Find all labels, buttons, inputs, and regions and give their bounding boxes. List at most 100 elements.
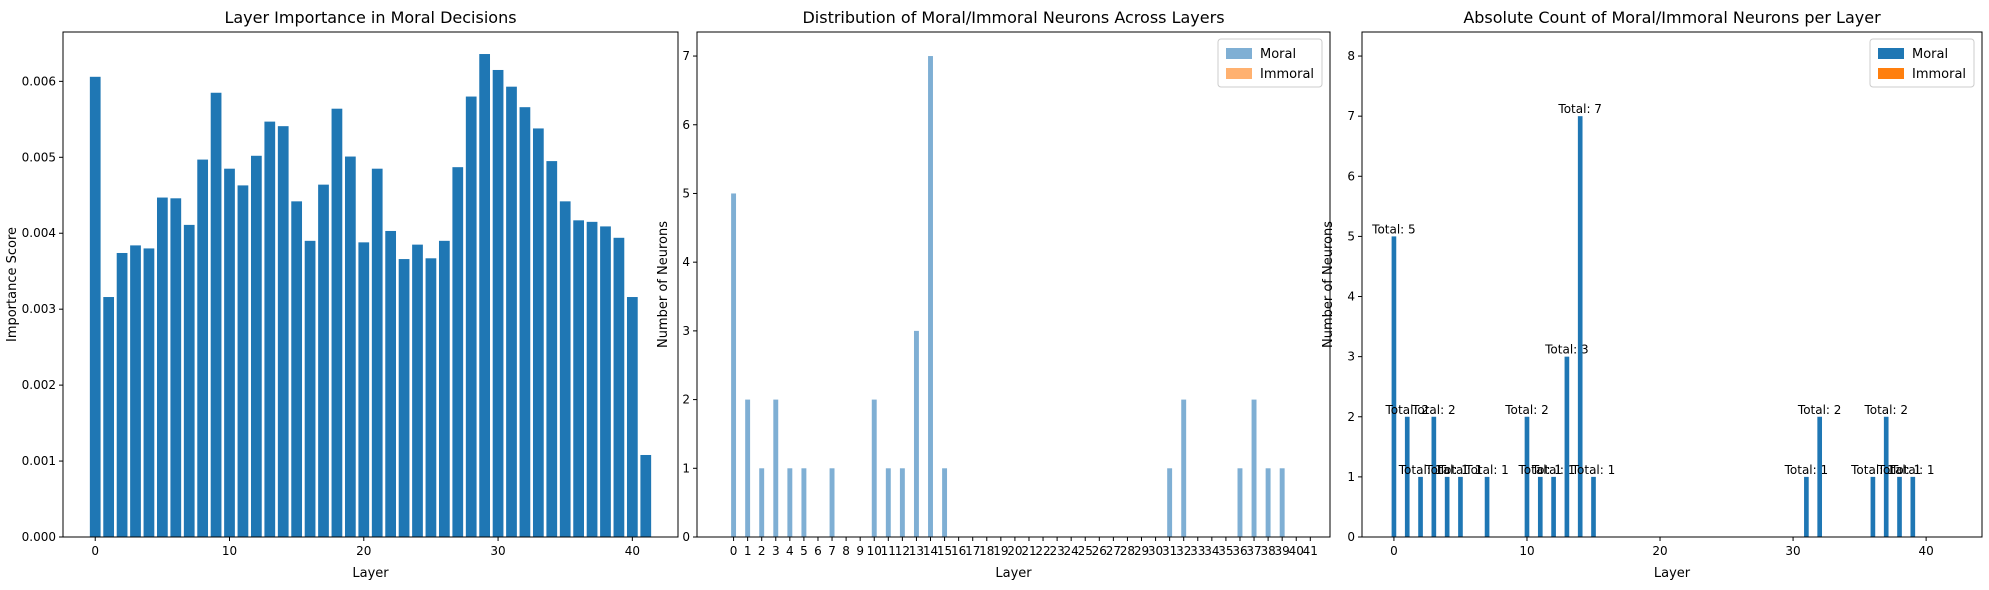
bar-moral <box>801 468 807 537</box>
bar-moral <box>1237 468 1243 537</box>
x-tick-label: 38 <box>1260 544 1275 558</box>
y-tick-label: 0.005 <box>22 150 56 164</box>
bar-moral <box>1817 416 1823 537</box>
bar <box>344 156 356 537</box>
x-tick-label: 27 <box>1106 544 1121 558</box>
y-tick-label: 0.006 <box>22 74 56 88</box>
bar-moral <box>1804 476 1809 537</box>
bar <box>250 155 262 537</box>
plot-frame <box>696 31 1331 538</box>
total-annotation: Total: 7 <box>1557 102 1602 116</box>
bar-moral <box>829 468 835 537</box>
total-annotation: Total: 1 <box>1438 463 1483 477</box>
total-annotation: Total: 1 <box>1571 463 1616 477</box>
bar <box>371 168 383 538</box>
bar <box>130 245 141 537</box>
bar <box>385 230 397 537</box>
x-tick-label: 15 <box>937 544 952 558</box>
total-annotation: Total: 2 <box>1384 403 1429 417</box>
bar <box>224 168 235 538</box>
bar-moral <box>899 468 905 537</box>
total-annotation: Total: 2 <box>1863 403 1908 417</box>
total-annotation: Total: 1 <box>1464 463 1509 477</box>
bar-moral <box>1444 476 1450 537</box>
x-axis-label: Layer <box>1654 566 1691 581</box>
total-annotation: Total: 1 <box>1424 463 1469 477</box>
x-tick-label: 34 <box>1204 544 1219 558</box>
y-tick-label: 0.000 <box>22 530 56 544</box>
total-annotation: Total: 1 <box>1531 463 1576 477</box>
bar <box>573 220 585 538</box>
x-tick-label: 40 <box>1918 544 1933 558</box>
bar <box>183 224 195 538</box>
bar-moral <box>1551 476 1556 537</box>
x-tick-label: 10 <box>222 544 237 558</box>
x-tick-label: 17 <box>965 544 980 558</box>
bar <box>89 76 101 538</box>
bar <box>358 242 370 537</box>
bar-moral <box>1524 416 1530 537</box>
chart-title: Layer Importance in Moral Decisions <box>224 8 516 27</box>
y-tick-label: 4 <box>682 255 690 269</box>
total-annotation: Total: 1 <box>1784 463 1829 477</box>
x-tick-label: 9 <box>856 544 864 558</box>
x-tick-label: 10 <box>867 544 882 558</box>
x-tick-label: 30 <box>1148 544 1163 558</box>
bar <box>425 258 437 537</box>
bar <box>600 226 611 538</box>
bar <box>143 248 155 537</box>
legend-label-immoral: Immoral <box>1912 67 1966 82</box>
bar <box>210 92 222 537</box>
bar-moral <box>1279 468 1285 537</box>
distribution-chart: Distribution of Moral/Immoral Neurons Ac… <box>656 8 1331 581</box>
bar-moral <box>1167 468 1173 537</box>
y-tick-label: 6 <box>1347 169 1355 183</box>
bar <box>331 108 343 537</box>
x-tick-label: 29 <box>1134 544 1149 558</box>
x-tick-label: 33 <box>1190 544 1205 558</box>
x-tick-label: 28 <box>1120 544 1135 558</box>
x-tick-label: 24 <box>1064 544 1079 558</box>
total-annotation: Total: 1 <box>1850 463 1895 477</box>
legend-label-moral: Moral <box>1912 47 1948 62</box>
bar-moral <box>942 468 948 537</box>
chart-title: Absolute Count of Moral/Immoral Neurons … <box>1463 8 1881 27</box>
x-tick-label: 35 <box>1218 544 1233 558</box>
total-annotation: Total: 1 <box>1518 463 1563 477</box>
x-tick-label: 16 <box>951 544 966 558</box>
bar <box>103 297 115 537</box>
x-tick-label: 19 <box>993 544 1008 558</box>
x-tick-label: 23 <box>1049 544 1064 558</box>
bar <box>156 197 168 537</box>
bar <box>546 161 558 537</box>
x-tick-label: 31 <box>1162 544 1177 558</box>
bar <box>492 69 504 538</box>
total-annotation: Total: 2 <box>1797 403 1842 417</box>
bar-moral <box>731 193 737 537</box>
total-annotation: Total: 2 <box>1504 403 1549 417</box>
y-tick-label: 2 <box>1347 410 1355 424</box>
x-tick-label: 18 <box>979 544 994 558</box>
bar-moral <box>1251 399 1257 537</box>
bar-moral <box>928 56 933 538</box>
bar <box>398 259 410 537</box>
y-tick-label: 5 <box>1347 229 1355 243</box>
bar-moral <box>1404 416 1410 537</box>
x-tick-label: 32 <box>1176 544 1191 558</box>
chart-title: Distribution of Moral/Immoral Neurons Ac… <box>802 8 1224 27</box>
y-tick-label: 0 <box>1347 530 1355 544</box>
y-tick-label: 0.004 <box>22 226 56 240</box>
total-annotation: Total: 1 <box>1398 463 1443 477</box>
x-tick-label: 25 <box>1078 544 1093 558</box>
bar-moral <box>1897 476 1902 537</box>
x-tick-label: 0 <box>1390 544 1398 558</box>
y-tick-label: 3 <box>682 324 690 338</box>
x-tick-label: 0 <box>91 544 99 558</box>
y-tick-label: 5 <box>682 186 690 200</box>
y-tick-label: 0.001 <box>22 454 56 468</box>
bar-moral <box>1458 476 1463 537</box>
bar-moral <box>1391 236 1397 537</box>
bar-moral <box>787 468 793 537</box>
x-tick-label: 26 <box>1092 544 1107 558</box>
bar <box>318 184 329 537</box>
